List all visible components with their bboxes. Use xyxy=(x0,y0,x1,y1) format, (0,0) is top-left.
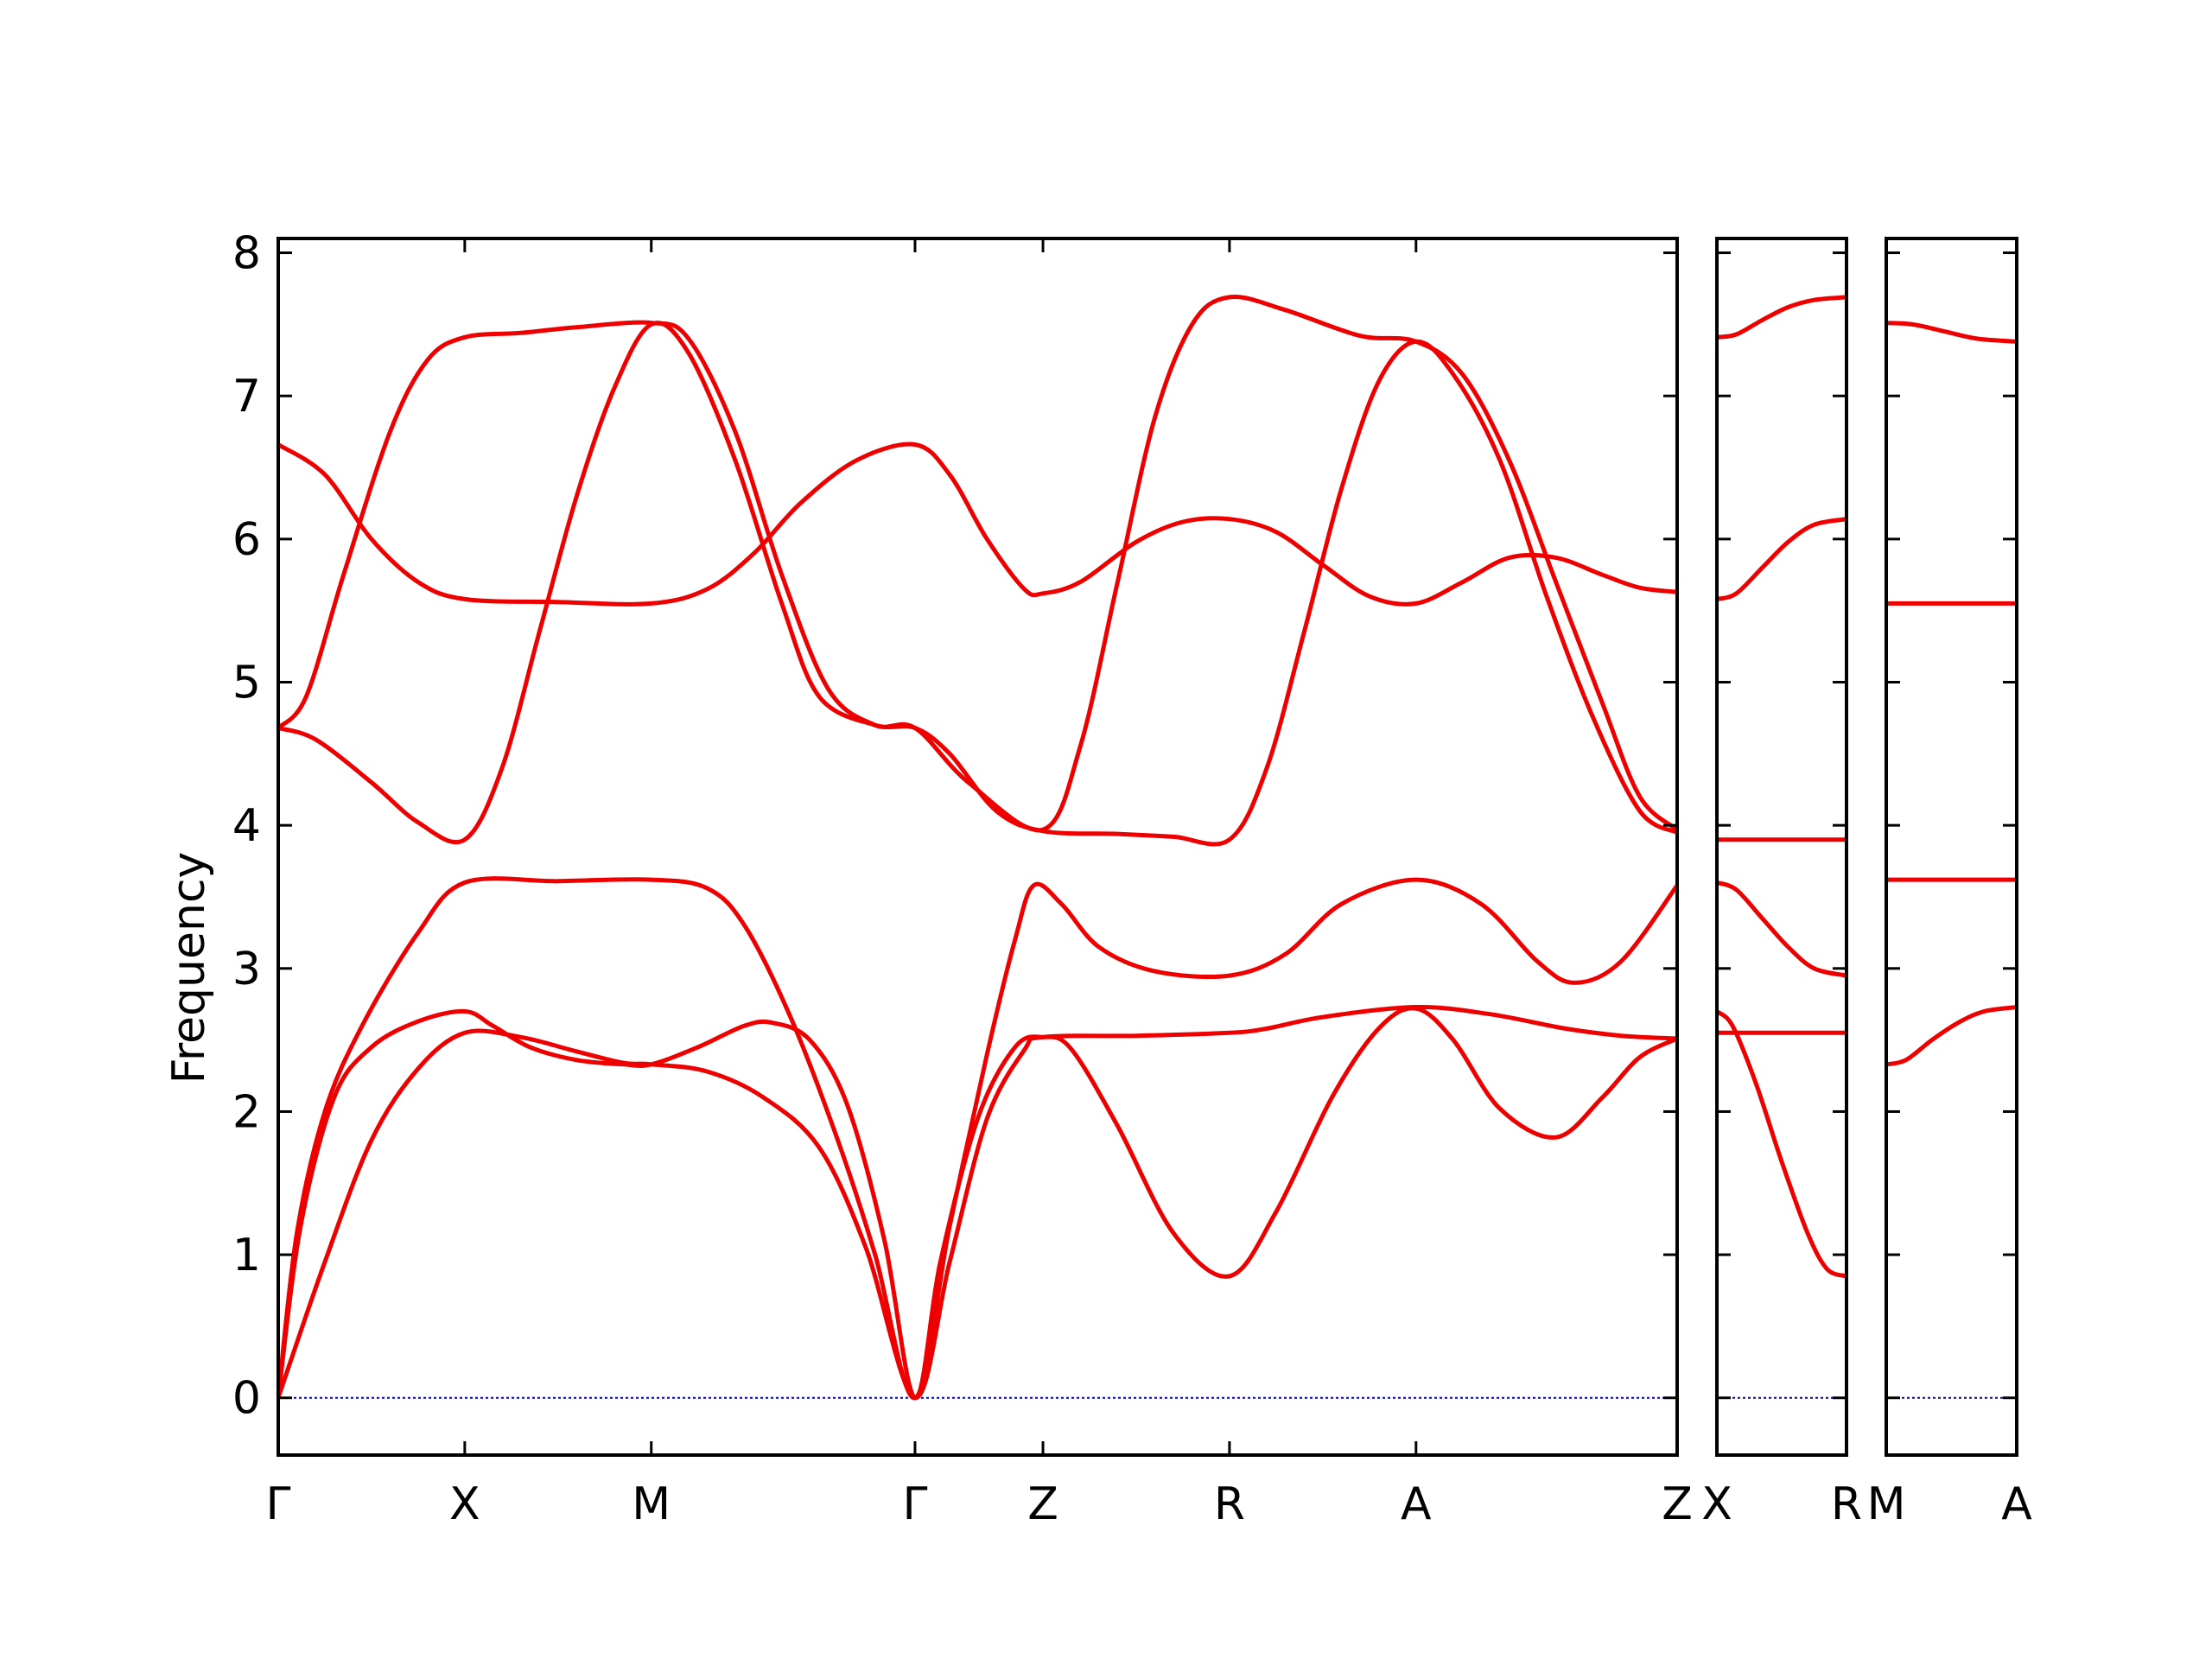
y-tick-label: 0 xyxy=(232,1373,261,1425)
x-tick-label: X xyxy=(449,1478,480,1530)
x-tick-label: M xyxy=(1867,1478,1906,1530)
band-line-4 xyxy=(1886,321,2017,344)
plot-frame xyxy=(1885,237,2018,1457)
band-line-1 xyxy=(1886,1005,2017,1067)
plot-frame xyxy=(1715,237,1848,1457)
x-tick-label: A xyxy=(2001,1478,2032,1530)
band-line-6 xyxy=(278,442,1677,607)
band-line-6 xyxy=(1717,295,1847,340)
band-line-5 xyxy=(1717,517,1847,601)
plot-frame xyxy=(276,237,1679,1457)
band-line-3 xyxy=(278,876,1677,1401)
x-tick-label: M xyxy=(632,1478,671,1530)
band-line-5 xyxy=(278,294,1677,833)
x-tick-label: R xyxy=(1831,1478,1862,1530)
y-tick-label: 6 xyxy=(232,514,261,566)
x-tick-label: Z xyxy=(1662,1478,1693,1530)
y-tick-label: 7 xyxy=(232,371,261,423)
band-line-4 xyxy=(278,321,1677,847)
y-tick-label: 5 xyxy=(232,658,261,709)
x-tick-label: X xyxy=(1701,1478,1732,1530)
band-line-2 xyxy=(1717,1009,1847,1279)
x-tick-label: Z xyxy=(1027,1478,1058,1530)
band-line-1 xyxy=(278,1006,1677,1401)
y-tick-label: 4 xyxy=(232,800,261,852)
y-tick-label: 8 xyxy=(232,228,261,280)
y-tick-label: 1 xyxy=(232,1230,261,1281)
x-tick-label: R xyxy=(1214,1478,1245,1530)
x-tick-label: Γ xyxy=(902,1478,927,1530)
y-tick-label: 3 xyxy=(232,944,261,995)
x-tick-label: Γ xyxy=(266,1478,291,1530)
panel-main: 0 1 2 3 4 5 6 7 8 Γ X M Γ Z R A Z xyxy=(232,228,1693,1530)
x-tick-label: A xyxy=(1401,1478,1432,1530)
band-line-3 xyxy=(1717,880,1847,978)
y-tick-label: 2 xyxy=(232,1086,261,1138)
y-axis-title: Frequency xyxy=(163,852,215,1084)
